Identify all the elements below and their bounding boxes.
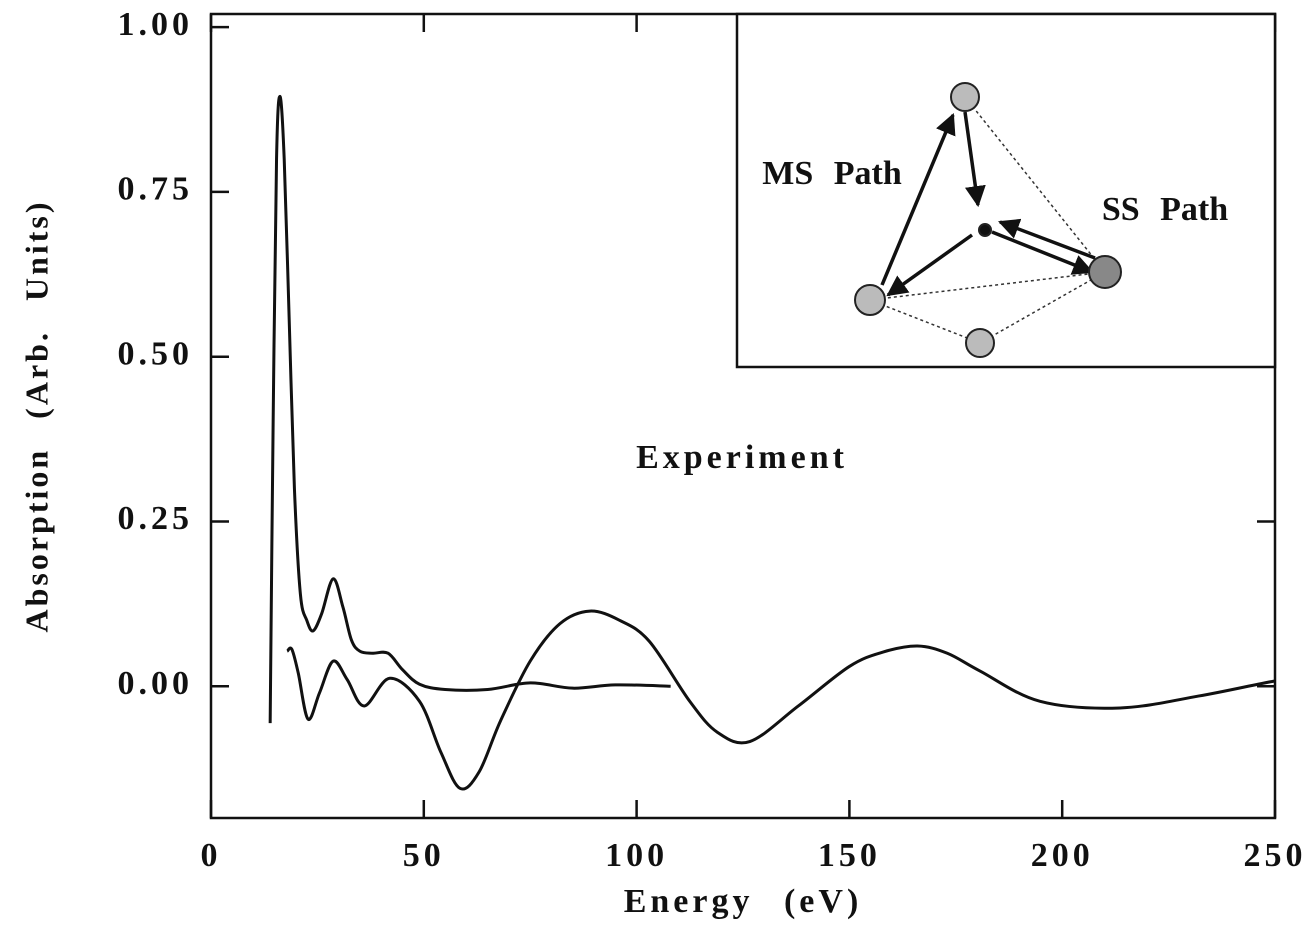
arrows [880, 111, 1096, 297]
y-axis-label: Absorption (Arb. Units) [18, 199, 54, 632]
inset-label: SS Path [1102, 191, 1228, 228]
x-tick-label: 150 [818, 837, 881, 874]
x-axis-label: Energy (eV) [624, 883, 863, 920]
inset-label: MS Path [762, 155, 902, 192]
line-series [268, 94, 671, 724]
y-tick-label: 0.75 [118, 171, 194, 208]
inset-frame [735, 12, 1277, 369]
bonds [869, 96, 1106, 344]
x-tick-label: 50 [403, 837, 445, 874]
atoms [854, 82, 1122, 358]
x-tick-label: 250 [1244, 837, 1304, 874]
y-tick-label: 1.00 [118, 6, 194, 43]
y-tick-label: 0.50 [118, 335, 194, 372]
x-tick-label: 0 [201, 837, 222, 874]
x-tick-label: 200 [1031, 837, 1094, 874]
x-tick-label: 100 [605, 837, 668, 874]
y-tick-label: 0.25 [118, 500, 194, 537]
line-series [286, 609, 1276, 791]
y-tick-label: 0.00 [118, 665, 194, 702]
annotation: Experiment [636, 439, 848, 476]
inset: MS Path SS Path [735, 12, 1277, 369]
